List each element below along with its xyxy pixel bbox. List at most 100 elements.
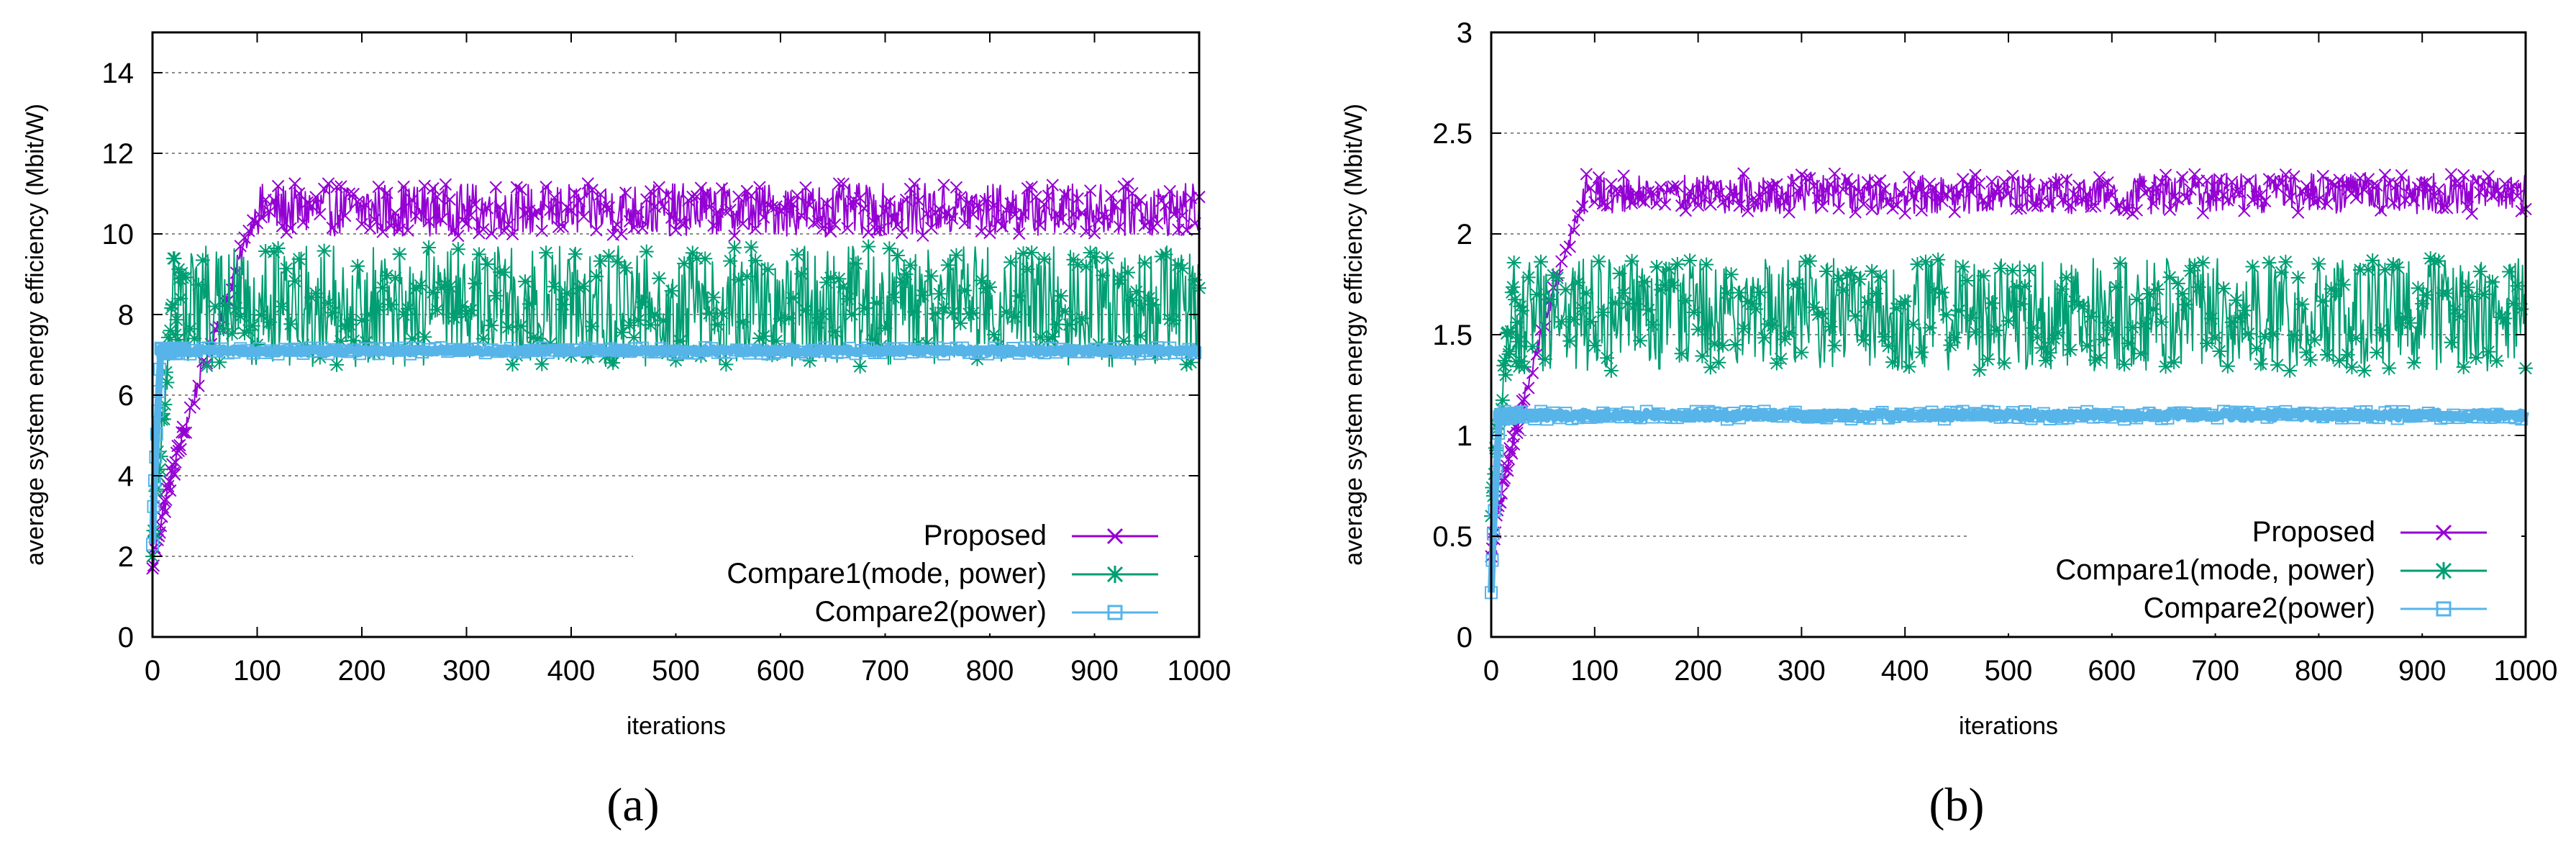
data-point	[2436, 201, 2449, 214]
data-point	[1567, 223, 1580, 237]
data-point	[601, 248, 616, 263]
data-point	[1852, 271, 1867, 286]
data-point	[1613, 185, 1626, 198]
data-point	[392, 247, 407, 262]
y-tick-label: 12	[102, 138, 135, 170]
data-point	[468, 198, 481, 212]
data-point	[1075, 206, 1088, 220]
x-tick-label: 100	[1570, 655, 1619, 687]
data-point	[1016, 207, 1030, 220]
data-point	[2361, 262, 2376, 277]
x-tick-label: 300	[442, 655, 491, 687]
data-point	[346, 333, 361, 348]
data-point	[942, 206, 955, 219]
data-point	[539, 245, 554, 261]
data-point	[1910, 257, 1925, 272]
data-point	[517, 274, 532, 289]
data-point	[611, 218, 624, 231]
data-point	[526, 330, 541, 345]
data-point	[1020, 262, 1035, 277]
data-point	[279, 261, 294, 276]
data-point	[602, 201, 616, 214]
data-point	[322, 177, 335, 190]
data-point	[2452, 309, 2467, 324]
data-point	[1071, 192, 1084, 205]
data-point	[2203, 311, 2218, 326]
data-point	[2043, 196, 2057, 209]
data-point	[2142, 183, 2156, 196]
data-point	[1175, 261, 1190, 276]
data-point	[425, 285, 440, 300]
data-point	[1803, 172, 1816, 185]
y-tick-label: 14	[102, 58, 135, 89]
data-point	[1816, 199, 1829, 213]
data-point	[464, 209, 478, 222]
data-point	[832, 177, 846, 190]
data-point	[417, 330, 432, 345]
data-point	[229, 301, 244, 316]
data-point	[1696, 186, 1709, 199]
data-point	[727, 240, 742, 256]
data-point	[2167, 191, 2180, 204]
data-point	[270, 241, 286, 256]
data-point	[1088, 227, 1101, 240]
data-point	[1633, 333, 1648, 348]
x-tick-label: 500	[652, 655, 700, 687]
data-point	[1972, 362, 1987, 377]
data-point	[1686, 305, 1701, 320]
data-point	[1642, 185, 1655, 199]
data-point	[388, 271, 403, 286]
data-point	[275, 299, 290, 314]
data-point	[347, 187, 360, 201]
data-point	[2357, 363, 2372, 378]
data-point	[832, 271, 847, 286]
x-tick-label: 600	[757, 655, 805, 687]
data-point	[164, 484, 177, 497]
data-point	[1501, 325, 1516, 340]
data-point	[1070, 257, 1086, 272]
data-point	[1790, 184, 1804, 197]
data-point	[1554, 315, 1569, 330]
data-point	[665, 211, 678, 225]
data-point	[678, 217, 691, 230]
data-point	[1773, 351, 1788, 366]
data-point	[1939, 307, 1954, 322]
data-point	[351, 195, 364, 209]
data-point	[1844, 178, 1858, 192]
data-point	[208, 299, 223, 314]
data-point	[2038, 353, 2053, 369]
data-point	[1853, 185, 1866, 199]
data-point	[1820, 184, 1833, 196]
data-point	[2357, 184, 2371, 196]
data-point	[1580, 168, 1593, 181]
data-point	[828, 218, 842, 231]
data-point	[1050, 317, 1065, 332]
data-point	[326, 221, 339, 235]
data-point	[2056, 193, 2069, 207]
data-point	[2308, 195, 2321, 209]
data-point	[325, 305, 340, 320]
data-point	[634, 294, 650, 309]
data-point	[1176, 209, 1189, 222]
y-ticks: 0 0.5 1 1.5 2 2.5 3	[1432, 17, 2526, 654]
data-point	[1508, 292, 1523, 307]
data-point	[2457, 168, 2470, 182]
series-proposed	[1485, 167, 2532, 563]
data-point	[577, 210, 591, 223]
data-point	[2188, 168, 2201, 181]
data-point	[1931, 252, 1946, 267]
data-point	[1133, 328, 1148, 343]
data-point	[1832, 202, 1845, 215]
data-point	[773, 311, 788, 326]
data-point	[2238, 204, 2251, 217]
x-tick-label: 200	[338, 655, 386, 687]
data-point	[484, 318, 499, 333]
data-point	[1645, 317, 1660, 333]
x-tick-label: 800	[2295, 655, 2343, 687]
data-point	[276, 220, 289, 232]
data-point	[1919, 186, 1932, 200]
data-point	[337, 319, 352, 334]
data-point	[363, 307, 378, 322]
data-point	[339, 209, 352, 222]
x-tick-label: 900	[2398, 655, 2447, 687]
